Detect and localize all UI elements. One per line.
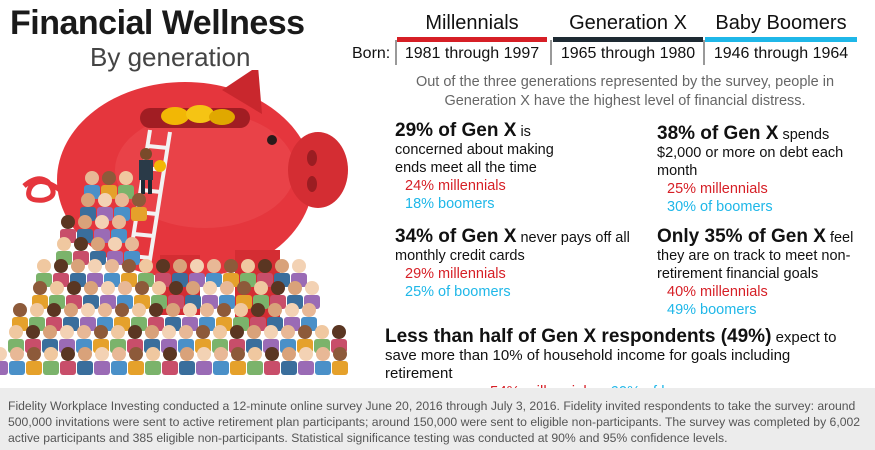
- stat-lead: Only 35% of Gen X: [657, 226, 826, 247]
- page-subtitle: By generation: [90, 42, 251, 72]
- genx-years: 1965 through 1980: [560, 45, 696, 62]
- piggy-bank-illustration: [0, 70, 348, 375]
- person-icon: [196, 347, 212, 375]
- divider: [395, 40, 397, 65]
- stat-millennials: 29% millennials: [405, 266, 506, 282]
- person-icon: [298, 347, 314, 375]
- genx-color-bar: [553, 37, 703, 42]
- page-title: Financial Wellness: [10, 4, 305, 42]
- stat-millennials: 25% millennials: [667, 181, 768, 197]
- person-icon: [0, 347, 8, 375]
- stat-millennials: 40% millennials: [667, 284, 768, 300]
- person-icon: [162, 347, 178, 375]
- person-icon: [315, 347, 331, 375]
- pig-eye-icon: [267, 135, 277, 145]
- stat-boomers: 30% of boomers: [667, 199, 773, 215]
- stat-lead: 29% of Gen X: [395, 120, 517, 141]
- stat-boomers: 49% boomers: [667, 302, 757, 318]
- stat-lead: 34% of Gen X: [395, 226, 517, 247]
- person-icon: [111, 347, 127, 375]
- person-icon: [264, 347, 280, 375]
- gen-genx-label: Generation X: [569, 12, 687, 34]
- boomers-years: 1946 through 1964: [713, 45, 849, 62]
- person-icon: [9, 347, 25, 375]
- climber-icon: [139, 148, 166, 194]
- divider: [703, 40, 705, 65]
- person-icon: [128, 347, 144, 375]
- stat-text: is concerned about making ends meet all …: [395, 124, 554, 176]
- stat-lead: 38% of Gen X: [657, 123, 779, 144]
- person-icon: [94, 347, 110, 375]
- stat-boomers: 18% boomers: [405, 196, 495, 212]
- pig-snout-icon: [288, 132, 348, 208]
- pig-ear-icon: [222, 70, 262, 114]
- stat-text: feel they are on track to meet non-retir…: [657, 230, 854, 282]
- person-icon: [332, 347, 348, 375]
- gen-millennials-label: Millennials: [425, 12, 519, 34]
- stat-text: expect to save more than 10% of househol…: [385, 329, 837, 382]
- stat-lead: Less than half of Gen X respondents (49%…: [385, 326, 772, 347]
- person-icon: [43, 347, 59, 375]
- stat-boomers: 25% of boomers: [405, 284, 511, 300]
- person-icon: [26, 347, 42, 375]
- stat-text: never pays off all monthly credit cards: [395, 230, 630, 264]
- person-icon: [60, 347, 76, 375]
- intro-text: Out of the three generations represented…: [415, 74, 835, 109]
- pig-tail-icon: [22, 176, 62, 203]
- divider: [550, 40, 552, 65]
- person-icon: [247, 347, 263, 375]
- gen-boomers-label: Baby Boomers: [715, 12, 847, 34]
- stat-block: 38% of Gen X spends $2,000 or more on de…: [657, 123, 857, 216]
- person-icon: [230, 347, 246, 375]
- millennials-years: 1981 through 1997: [404, 45, 540, 62]
- person-icon: [77, 347, 93, 375]
- person-icon: [179, 347, 195, 375]
- footer-note: Fidelity Workplace Investing conducted a…: [0, 388, 875, 450]
- stat-millennials: 24% millennials: [405, 178, 506, 194]
- person-icon: [281, 347, 297, 375]
- stat-block: 29% of Gen X is concerned about making e…: [395, 120, 585, 213]
- person-icon: [213, 347, 229, 375]
- stat-block: Only 35% of Gen X feel they are on track…: [657, 226, 857, 319]
- stat-text: spends $2,000 or more on debt each month: [657, 127, 844, 179]
- boomers-color-bar: [705, 37, 857, 42]
- born-label: Born:: [352, 45, 391, 62]
- person-icon: [145, 347, 161, 375]
- millennials-color-bar: [397, 37, 547, 42]
- stat-block: 34% of Gen X never pays off all monthly …: [395, 226, 635, 301]
